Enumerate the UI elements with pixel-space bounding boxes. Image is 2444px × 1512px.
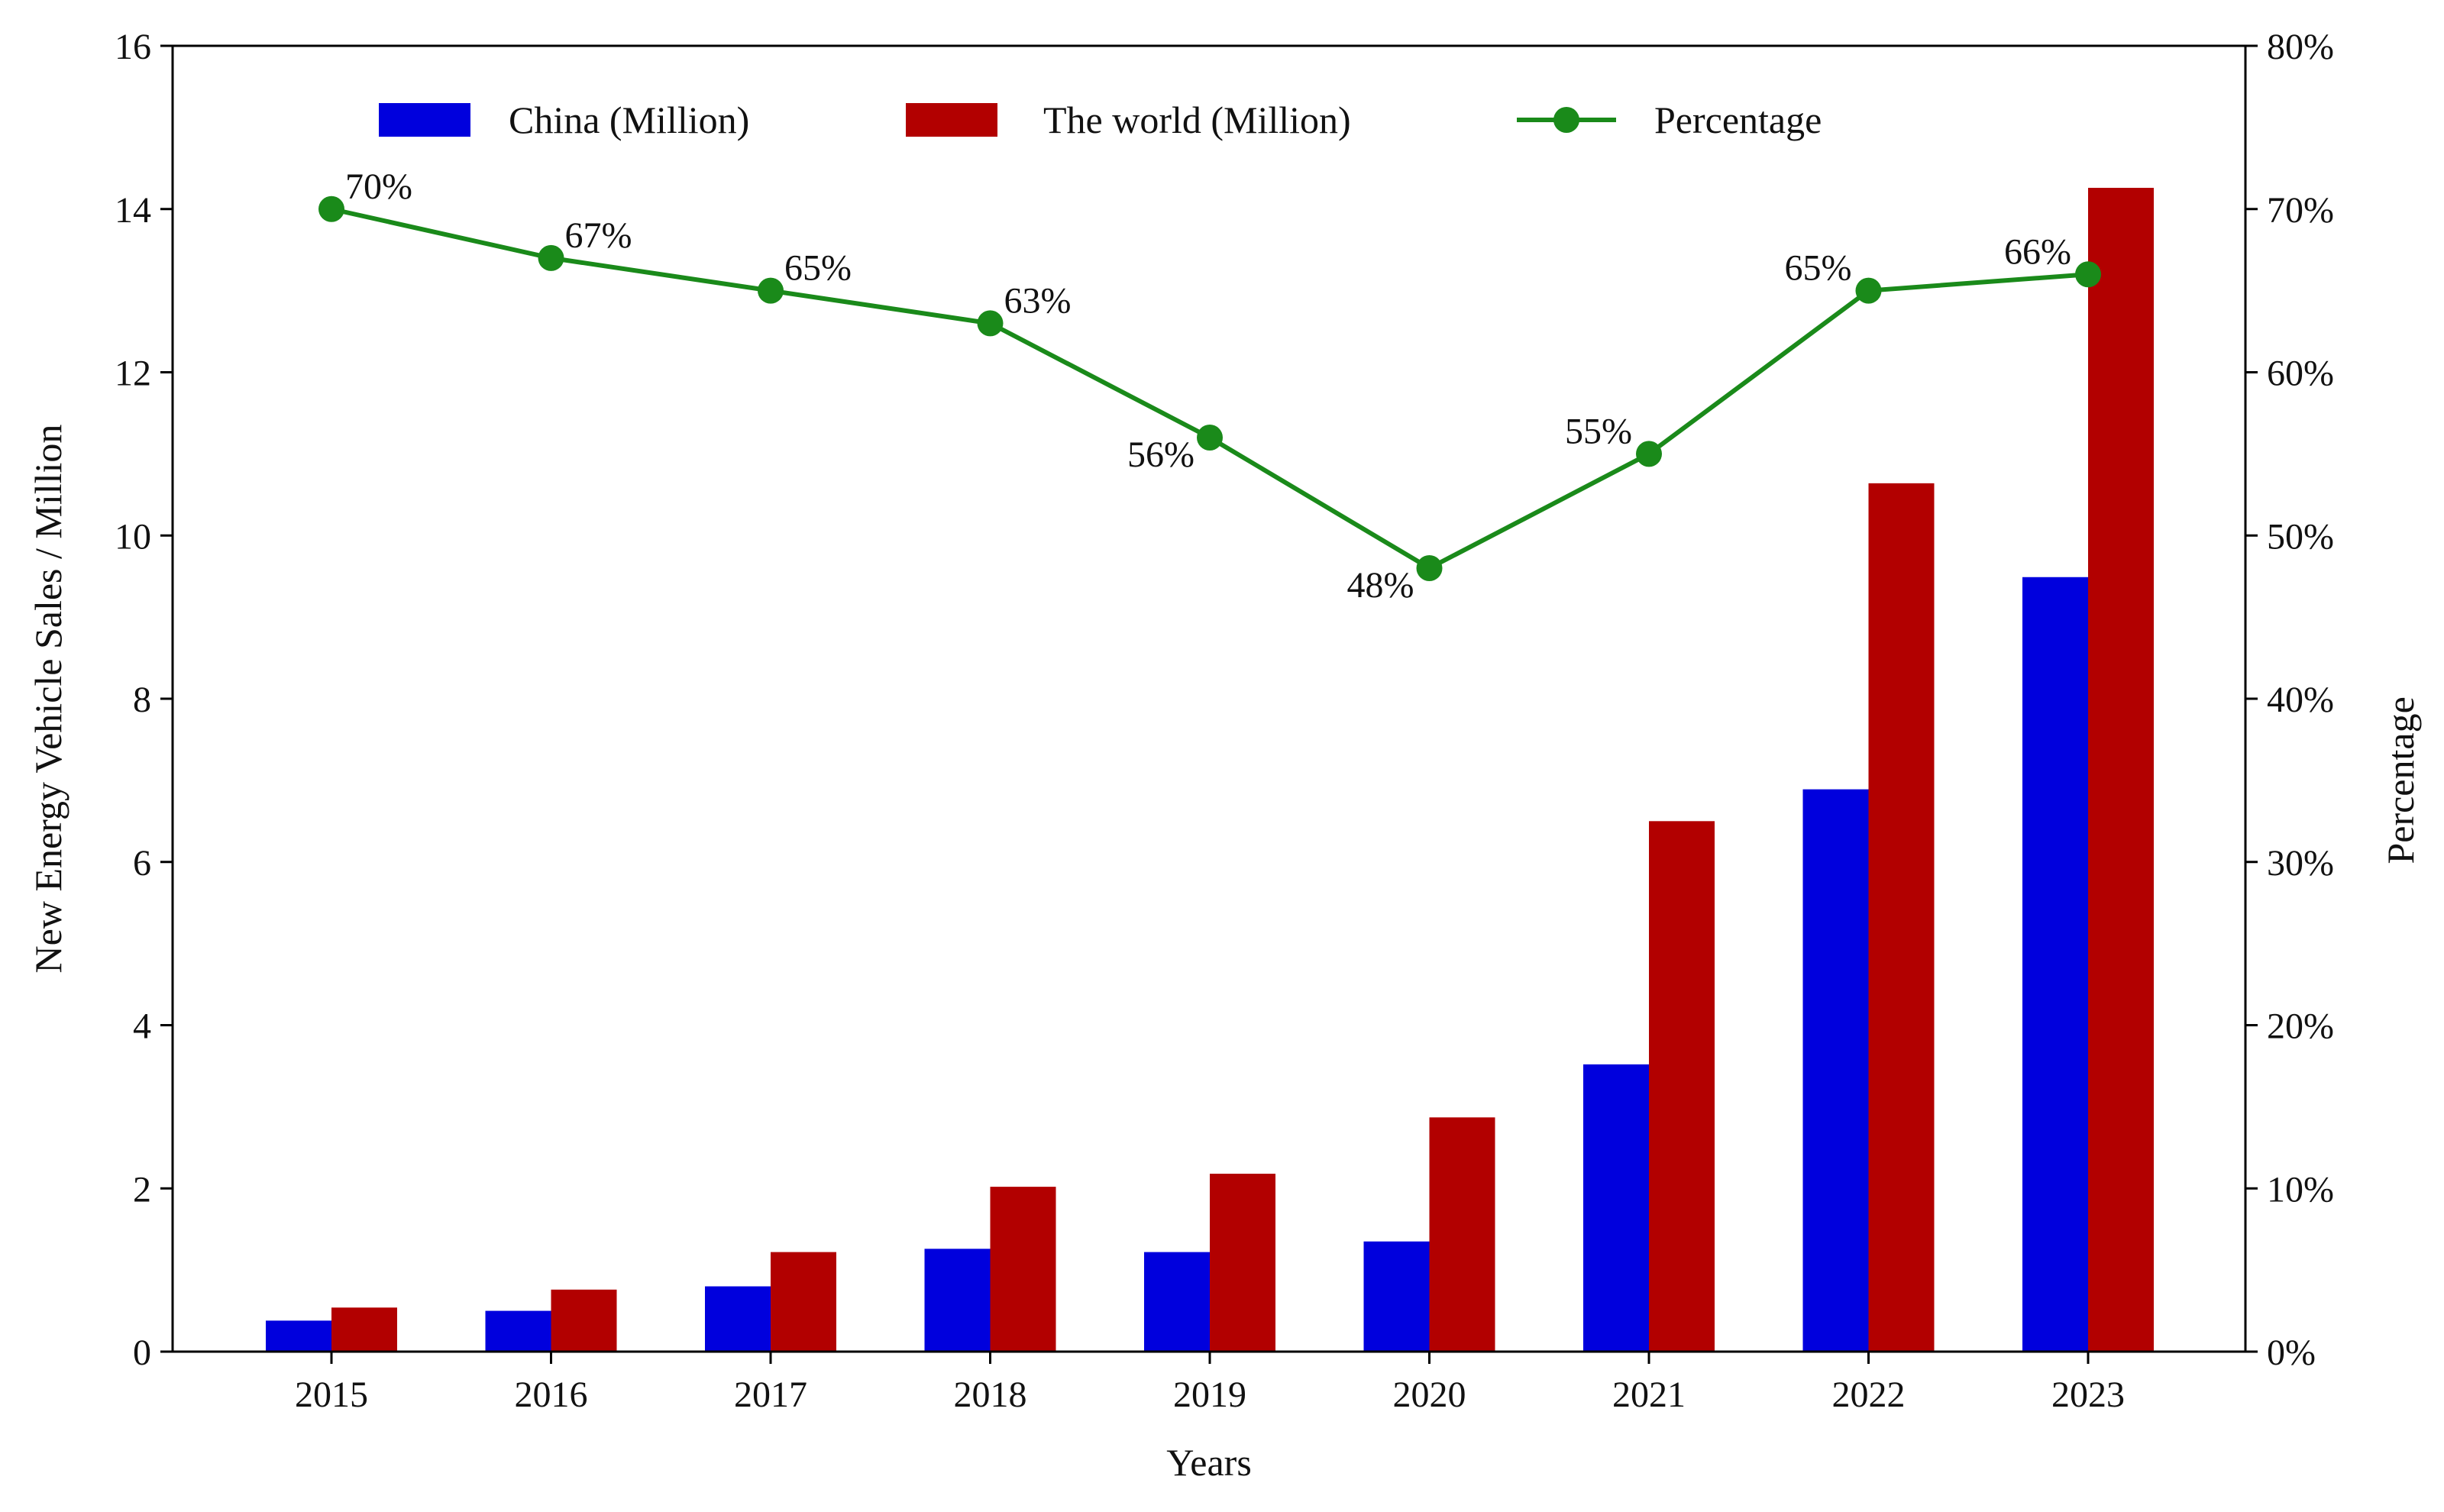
y-tick-label-6: 6 (133, 843, 151, 884)
y2-tick-label-30%: 30% (2267, 843, 2334, 884)
percentage-label-2016: 67% (565, 215, 632, 256)
bar-world-2018 (990, 1187, 1056, 1352)
x-tick-label-2015: 2015 (295, 1375, 368, 1415)
bar-world-2015 (331, 1307, 397, 1352)
percentage-label-2018: 63% (1004, 280, 1072, 321)
percentage-marker-2023 (2075, 261, 2101, 288)
percentage-line-layer: 70% 67% 65% 63% 56% 48% 55% 65% 66% (318, 166, 2101, 606)
bar-china-2015 (266, 1320, 331, 1352)
bar-china-2022 (1802, 789, 1869, 1352)
bar-world-2016 (551, 1289, 617, 1352)
percentage-marker-2018 (977, 310, 1004, 337)
percentage-label-2017: 65% (784, 248, 852, 289)
y2-tick-label-0%: 0% (2267, 1333, 2316, 1373)
y2-tick-label-70%: 70% (2267, 190, 2334, 231)
percentage-marker-2022 (1855, 277, 1882, 304)
percentage-label-2023: 66% (2004, 231, 2071, 272)
percentage-label-2021: 55% (1565, 411, 1632, 451)
bar-china-2017 (705, 1286, 771, 1352)
percentage-label-2019: 56% (1127, 435, 1195, 475)
y2-tick-label-60%: 60% (2267, 354, 2334, 394)
y-tick-label-12: 12 (115, 354, 151, 394)
y-tick-label-8: 8 (133, 680, 151, 720)
legend-swatch-china (379, 103, 470, 137)
bar-china-2018 (924, 1249, 991, 1352)
bars-layer (266, 187, 2154, 1352)
x-tick-label-2020: 2020 (1393, 1375, 1466, 1415)
percentage-marker-2016 (538, 244, 564, 271)
bar-china-2016 (485, 1310, 551, 1352)
x-tick-label-2022: 2022 (1832, 1375, 1906, 1415)
percentage-marker-2021 (1636, 441, 1662, 467)
bar-world-2021 (1649, 821, 1715, 1352)
bar-world-2023 (2088, 187, 2154, 1352)
bar-world-2017 (771, 1252, 836, 1352)
y-tick-label-16: 16 (115, 27, 151, 67)
y2-axis-title: Percentage (2379, 696, 2422, 864)
bar-china-2021 (1583, 1064, 1649, 1352)
percentage-label-2015: 70% (345, 166, 412, 207)
y-tick-label-0: 0 (133, 1333, 151, 1373)
x-tick-label-2023: 2023 (2051, 1375, 2125, 1415)
bar-world-2020 (1429, 1117, 1495, 1352)
y-tick-label-14: 14 (115, 190, 151, 231)
percentage-label-2022: 65% (1785, 248, 1852, 289)
x-tick-label-2021: 2021 (1612, 1375, 1686, 1415)
y-tick-label-10: 10 (115, 516, 151, 557)
legend-swatch-percentage-marker (1553, 107, 1579, 133)
y2-tick-label-10%: 10% (2267, 1169, 2334, 1210)
y-axis-title: New Energy Vehicle Sales / Million (27, 425, 70, 974)
x-tick-label-2018: 2018 (954, 1375, 1027, 1415)
bar-china-2020 (1363, 1241, 1430, 1352)
bar-world-2022 (1868, 483, 1935, 1352)
percentage-marker-2017 (758, 277, 784, 304)
x-tick-label-2019: 2019 (1173, 1375, 1246, 1415)
y2-tick-label-20%: 20% (2267, 1006, 2334, 1047)
bar-china-2019 (1144, 1252, 1210, 1352)
percentage-marker-2019 (1197, 425, 1223, 451)
legend-label-world: The world (Million) (1043, 99, 1351, 141)
x-tick-label-2017: 2017 (734, 1375, 807, 1415)
y-tick-label-2: 2 (133, 1169, 151, 1210)
x-axis-title: Years (1166, 1441, 1252, 1484)
bar-china-2023 (2022, 577, 2088, 1352)
y2-tick-label-80%: 80% (2267, 27, 2334, 67)
percentage-marker-2020 (1416, 555, 1443, 581)
x-tick-label-2016: 2016 (515, 1375, 588, 1415)
legend-label-percentage: Percentage (1654, 99, 1822, 141)
percentage-marker-2015 (318, 195, 344, 222)
legend-swatch-world (906, 103, 997, 137)
bar-world-2019 (1210, 1174, 1275, 1352)
legend-label-china: China (Million) (509, 99, 749, 141)
y2-tick-label-50%: 50% (2267, 516, 2334, 557)
percentage-label-2020: 48% (1347, 565, 1414, 606)
legend: China (Million) The world (Million) Percen… (379, 99, 1822, 141)
y2-tick-label-40%: 40% (2267, 680, 2334, 720)
ticks-layer: 0 2 4 6 8 10 12 14 16 0% 10% 20% 30% 40% 50% 60% 70% 80% 2… (115, 27, 2334, 1415)
y-tick-label-4: 4 (133, 1006, 151, 1047)
